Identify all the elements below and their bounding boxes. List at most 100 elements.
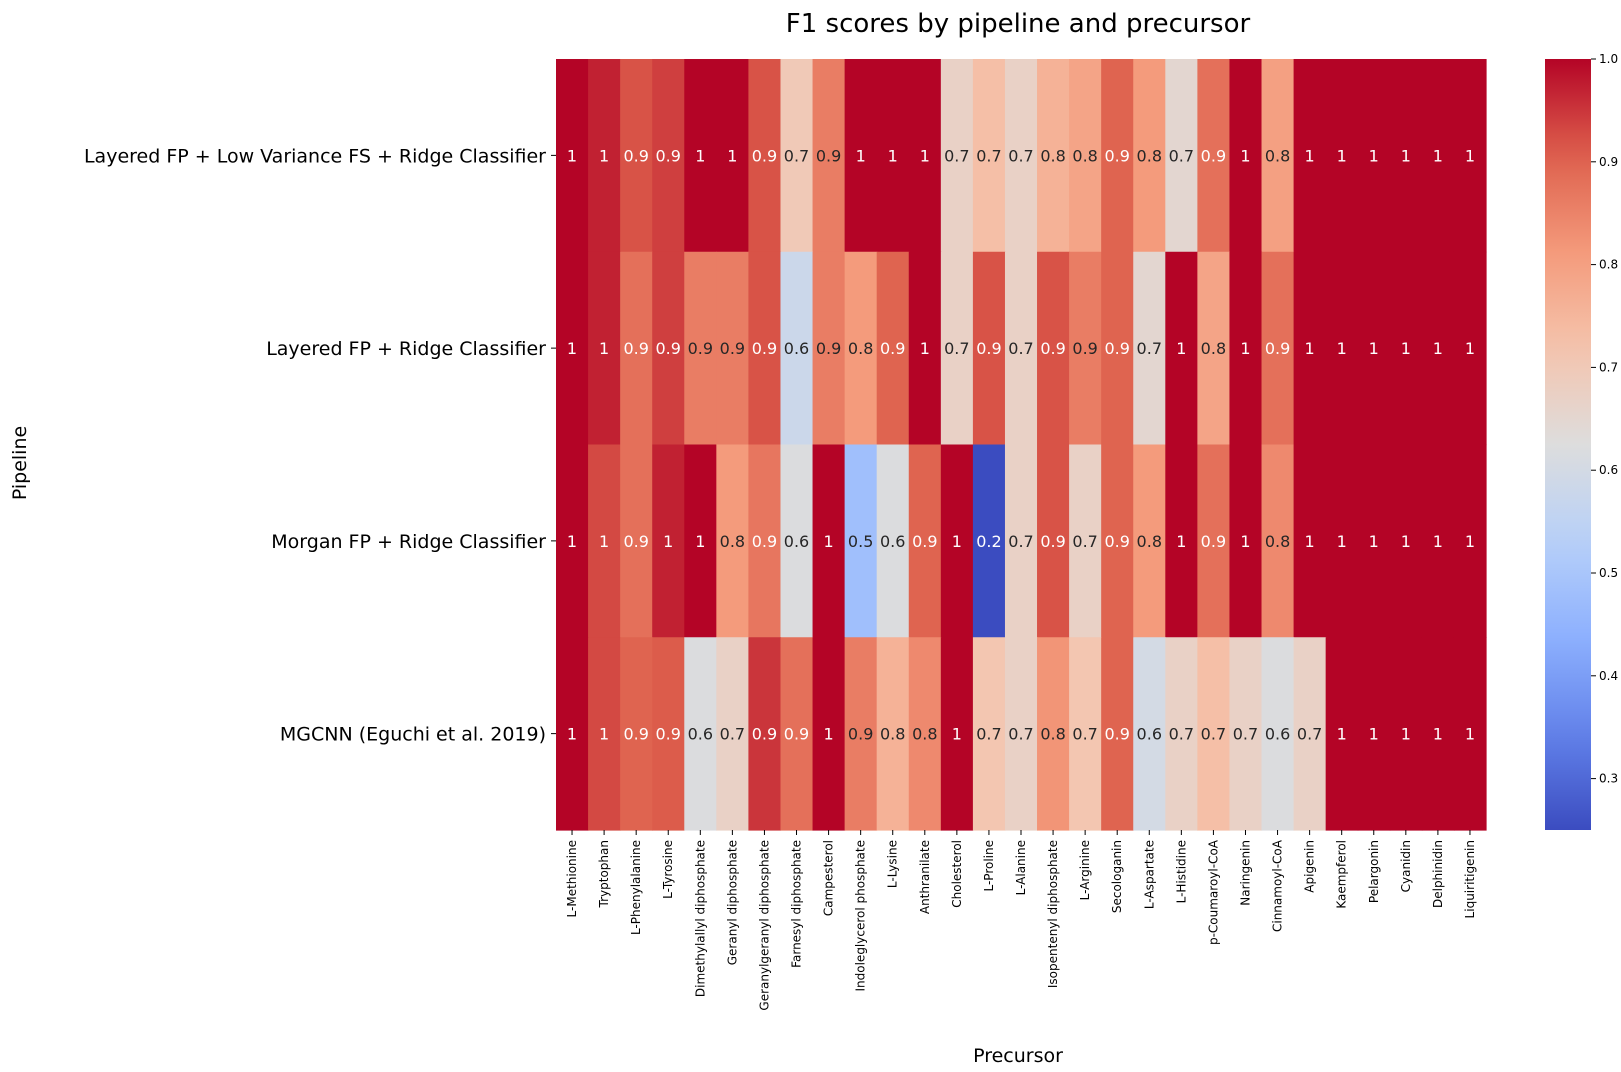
colorbar: 1.0 0.9 0.8 0.7 0.6 0.5 0.4 0.3: [1545, 52, 1618, 830]
colorbar-tick-label: 0.4: [1599, 669, 1618, 683]
x-tick-label: Pelargonin: [1367, 840, 1381, 903]
cell-value-label: 0.9: [1104, 146, 1129, 165]
y-axis-label: Pipeline: [9, 426, 31, 500]
x-tick-label: Geranylgeranyl diphosphate: [757, 840, 771, 1011]
heatmap-cell: [876, 444, 910, 638]
heatmap-cell: [1389, 444, 1423, 638]
cell-value-label: 1: [1465, 339, 1475, 358]
y-tick-label: Morgan FP + Ridge Classifier: [271, 531, 546, 553]
cell-value-label: 0.9: [816, 339, 841, 358]
cell-value-label: 0.9: [752, 146, 777, 165]
heatmap-cell: [620, 251, 653, 446]
heatmap-cell: [1229, 637, 1263, 831]
cell-value-label: 1: [599, 725, 609, 744]
cell-value-label: 0.9: [623, 725, 648, 744]
heatmap-cell: [1133, 59, 1166, 253]
cell-value-label: 0.9: [623, 339, 648, 358]
heatmap-cell: [812, 251, 846, 446]
cell-value-label: 0.9: [1104, 532, 1129, 551]
heatmap-cell: [780, 444, 814, 638]
cell-value-label: 0.9: [688, 339, 713, 358]
cell-value-label: 0.2: [976, 532, 1001, 551]
cell-value-label: 1: [1240, 532, 1250, 551]
cell-value-label: 0.9: [912, 532, 937, 551]
heatmap-cell: [1261, 444, 1295, 638]
heatmap-cell: [1037, 251, 1070, 446]
heatmap-cell: [812, 637, 846, 831]
heatmap-cell: [1197, 251, 1231, 446]
cell-value-label: 0.6: [1137, 725, 1162, 744]
heatmap-cell: [620, 59, 653, 253]
cell-value-label: 0.6: [688, 725, 713, 744]
colorbar-tick-label: 1.0: [1599, 52, 1618, 66]
cell-value-label: 0.9: [720, 339, 745, 358]
cell-value-label: 1: [1176, 339, 1186, 358]
y-tick-label: Layered FP + Low Variance FS + Ridge Cla…: [84, 145, 546, 167]
cell-value-label: 1: [920, 146, 930, 165]
cell-value-label: 0.7: [976, 146, 1001, 165]
cell-value-label: 0.9: [1072, 339, 1097, 358]
heatmap-cell: [748, 637, 782, 831]
heatmap-cell: [716, 444, 750, 638]
cell-value-label: 1: [888, 146, 898, 165]
heatmap-cell: [1101, 637, 1134, 831]
cell-value-label: 0.7: [944, 146, 969, 165]
cell-value-label: 1: [952, 725, 962, 744]
x-tick-label: L-Phenylalanine: [629, 840, 643, 935]
cell-value-label: 1: [663, 532, 673, 551]
heatmap-cell: [1101, 251, 1134, 446]
heatmap-cell: [684, 59, 717, 253]
cell-value-label: 0.9: [1201, 532, 1226, 551]
heatmap-cell: [684, 637, 717, 831]
heatmap-cell: [780, 251, 814, 446]
cell-value-label: 1: [599, 339, 609, 358]
heatmap-cell: [1293, 59, 1327, 253]
cell-value-label: 0.7: [1072, 532, 1097, 551]
cell-value-label: 1: [1305, 339, 1315, 358]
cell-value-label: 1: [920, 339, 930, 358]
y-tick-labels: Layered FP + Low Variance FS + Ridge Cla…: [84, 145, 556, 746]
heatmap-cell: [1421, 637, 1455, 831]
heatmap-cell: [556, 59, 589, 253]
heatmap-cell: [940, 251, 974, 446]
x-tick-label: Apigenin: [1303, 840, 1317, 893]
cell-value-label: 0.8: [1137, 532, 1162, 551]
cell-value-label: 0.7: [1072, 725, 1097, 744]
x-tick-label: L-Methionine: [565, 840, 579, 917]
cell-value-label: 1: [1369, 725, 1379, 744]
heatmap-cell: [1069, 59, 1102, 253]
cell-value-label: 1: [823, 532, 833, 551]
x-tick-labels: L-Methionine Tryptophan L-Phenylalanine L-T…: [565, 830, 1477, 1011]
heatmap-cell: [716, 251, 750, 446]
heatmap-cell: [1325, 637, 1359, 831]
x-tick-label: L-Tyrosine: [661, 840, 675, 899]
cell-value-label: 0.6: [880, 532, 905, 551]
heatmap-cell: [1357, 251, 1391, 446]
heatmap-cell: [1069, 637, 1102, 831]
cell-value-label: 1: [567, 532, 577, 551]
x-tick-label: Geranyl diphosphate: [725, 840, 739, 965]
x-tick-label: L-Histidine: [1174, 840, 1188, 903]
heatmap-cell: [588, 444, 621, 638]
cell-value-label: 1: [1240, 339, 1250, 358]
heatmap-cell: [1293, 637, 1327, 831]
heatmap-cell: [748, 251, 782, 446]
heatmap-cell: [780, 637, 814, 831]
heatmap-cell: [1293, 444, 1327, 638]
cell-value-label: 0.6: [1265, 725, 1290, 744]
heatmap-cell: [1389, 251, 1423, 446]
cell-value-label: 0.9: [656, 339, 681, 358]
cell-value-label: 0.9: [752, 339, 777, 358]
cell-value-label: 0.7: [1169, 725, 1194, 744]
heatmap-cell: [940, 637, 974, 831]
heatmap-cell: [1004, 444, 1038, 638]
heatmap-cell: [940, 444, 974, 638]
x-tick-label: Indoleglycerol phosphate: [854, 840, 868, 992]
cell-value-label: 0.9: [1040, 339, 1065, 358]
x-tick-label: Anthranilate: [918, 840, 932, 914]
cell-value-label: 1: [1369, 532, 1379, 551]
cell-value-label: 0.6: [784, 339, 809, 358]
heatmap-cell: [556, 444, 589, 638]
colorbar-tick-label: 0.6: [1599, 463, 1618, 477]
heatmap-cell: [876, 637, 910, 831]
